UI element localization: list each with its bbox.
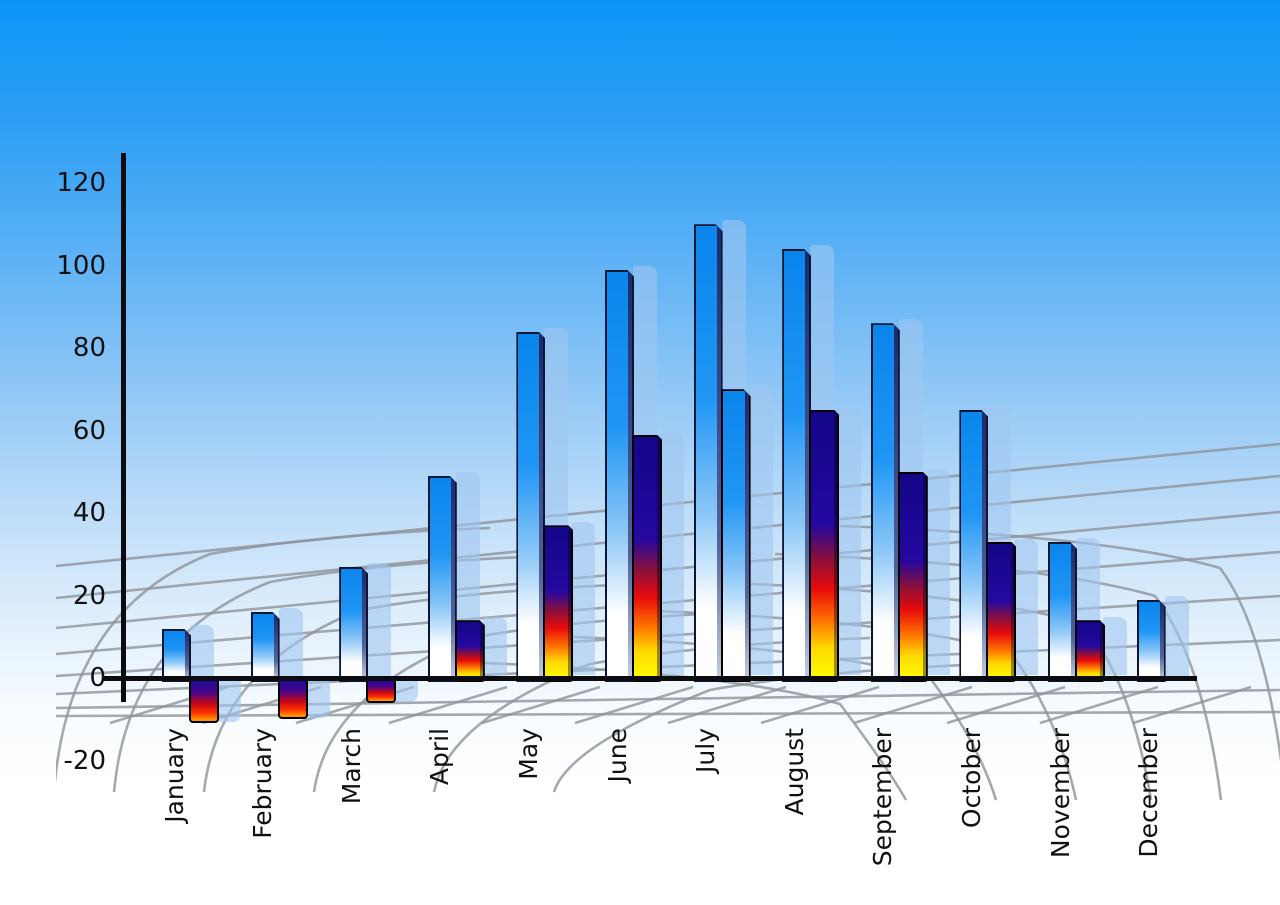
- bar-April-series2: [455, 620, 485, 682]
- bar-3d-edge: [657, 437, 660, 680]
- x-label-September: September: [868, 728, 898, 867]
- x-label-July: July: [691, 728, 721, 773]
- bar-June-series2: [632, 435, 662, 682]
- bar-shadow-June-s2: [660, 431, 684, 675]
- y-tick-100: 100: [56, 250, 106, 281]
- bar-shadow-April-s2: [482, 617, 507, 675]
- x-label-October: October: [956, 728, 986, 829]
- grid-line: [946, 685, 1066, 725]
- y-tick-120: 120: [56, 168, 106, 198]
- bar-3d-edge: [982, 412, 986, 680]
- x-label-March: March: [336, 728, 366, 805]
- bar-shadow-February-s2: [305, 681, 330, 719]
- x-label-January: January: [159, 728, 189, 823]
- bar-3d-edge: [894, 325, 898, 680]
- grid-line: [388, 685, 508, 725]
- bar-3d-edge: [185, 631, 189, 681]
- bar-September-series1: [871, 323, 900, 682]
- bar-shadow-January-s1: [190, 624, 214, 676]
- bar-3d-edge: [805, 251, 809, 680]
- x-label-June: June: [602, 728, 632, 783]
- x-label-December: December: [1134, 728, 1164, 858]
- y-tick-60: 60: [72, 415, 106, 446]
- bar-shadow-March-s1: [367, 562, 392, 676]
- bar-shadow-July-s2: [748, 386, 773, 675]
- grid-line: [1039, 685, 1159, 725]
- bar-3d-edge: [923, 474, 926, 680]
- bar-3d-edge: [1100, 622, 1103, 680]
- bar-3d-edge: [274, 614, 278, 680]
- bar-August-series2: [809, 410, 839, 682]
- x-axis: [102, 676, 1197, 681]
- x-label-February: February: [248, 728, 278, 839]
- grid-line: [1132, 685, 1252, 725]
- bar-3d-edge: [451, 478, 455, 680]
- bar-shadow-November-s2: [1103, 617, 1127, 675]
- grid-line: [56, 526, 491, 785]
- y-tick-40: 40: [72, 498, 106, 528]
- x-label-May: May: [513, 728, 543, 780]
- x-label-November: November: [1045, 728, 1075, 859]
- bar-January-series1: [162, 629, 191, 683]
- bar-February-series2: [277, 678, 308, 720]
- bar-October-series1: [959, 410, 988, 682]
- x-label-August: August: [779, 728, 809, 816]
- bar-3d-edge: [362, 569, 366, 680]
- bar-July-series2: [721, 389, 751, 682]
- bar-shadow-September-s2: [925, 468, 950, 675]
- bar-shadow-May-s2: [571, 522, 596, 675]
- bar-January-series2: [189, 678, 219, 724]
- bar-shadow-January-s2: [217, 681, 241, 723]
- bar-February-series1: [251, 612, 280, 682]
- bar-May-series2: [543, 525, 573, 682]
- bar-3d-edge: [628, 272, 632, 680]
- bar-3d-edge: [834, 412, 837, 680]
- grid-line: [574, 685, 694, 725]
- bar-3d-edge: [717, 226, 721, 680]
- bar-December-series1: [1137, 600, 1166, 682]
- bar-shadow-December-s1: [1164, 595, 1189, 676]
- y-tick-80: 80: [72, 333, 106, 363]
- bar-March-series1: [339, 567, 368, 682]
- y-tick-20: 20: [72, 580, 106, 611]
- bar-April-series1: [428, 476, 457, 682]
- bar-October-series2: [986, 542, 1016, 682]
- x-label-April: April: [425, 728, 455, 786]
- bar-shadow-August-s2: [837, 406, 862, 675]
- bar-May-series1: [516, 332, 545, 683]
- bar-November-series2: [1075, 620, 1105, 682]
- grid-line: [853, 685, 973, 725]
- y-tick-0: 0: [89, 663, 106, 693]
- bar-3d-edge: [480, 622, 483, 680]
- bar-September-series2: [898, 472, 928, 682]
- bar-shadow-March-s2: [394, 681, 419, 702]
- grid-line: [667, 685, 787, 725]
- bar-3d-edge: [539, 334, 543, 681]
- y-axis: [121, 153, 126, 702]
- grid-line: [760, 685, 880, 725]
- bar-June-series1: [605, 270, 634, 682]
- bar-November-series1: [1048, 542, 1077, 682]
- bar-shadow-October-s2: [1014, 538, 1039, 675]
- bar-July-series1: [694, 224, 723, 682]
- bar-3d-edge: [745, 391, 749, 680]
- bar-3d-edge: [568, 527, 571, 680]
- bar-shadow-February-s1: [278, 608, 303, 676]
- bar-3d-edge: [1011, 544, 1014, 680]
- bar-3d-edge: [1071, 544, 1075, 680]
- y-tick--20: -20: [63, 745, 106, 776]
- grid-line: [481, 685, 601, 725]
- bar-March-series2: [366, 678, 397, 703]
- bar-August-series1: [782, 249, 811, 682]
- bar-3d-edge: [1160, 602, 1164, 680]
